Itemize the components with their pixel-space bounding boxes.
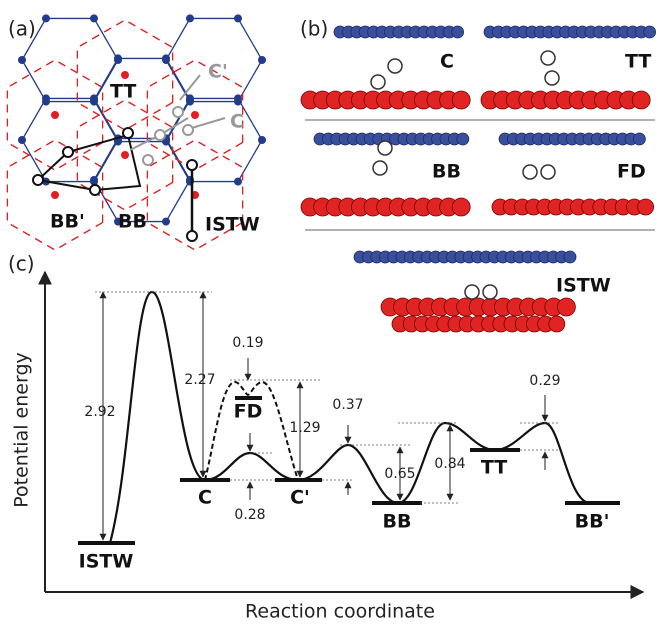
atom — [162, 217, 170, 226]
atom — [90, 14, 98, 23]
config-label: BB — [432, 161, 461, 183]
atom — [186, 14, 194, 23]
atom-rows — [300, 25, 656, 333]
energy-label: 0.19 — [232, 335, 263, 351]
state-bars — [78, 396, 620, 545]
energy-curve — [108, 290, 591, 544]
site-label: TT — [110, 81, 136, 103]
atom — [90, 176, 98, 184]
atom — [42, 97, 50, 106]
state-label: TT — [481, 457, 507, 479]
state-label: C — [198, 487, 212, 509]
energy-label: 0.84 — [434, 456, 465, 472]
atom — [451, 197, 471, 217]
atom — [121, 151, 129, 159]
state-label: ISTW — [79, 551, 134, 573]
arrows — [99, 291, 549, 541]
atom — [90, 97, 98, 106]
config-label: ISTW — [556, 275, 611, 297]
energy-label: 2.92 — [84, 404, 115, 420]
atom — [563, 250, 577, 264]
panel-label: (a) — [8, 17, 36, 41]
site-label: BB — [118, 211, 147, 233]
atom — [191, 111, 199, 119]
atom — [451, 90, 471, 110]
atom — [51, 191, 59, 199]
atom — [451, 25, 465, 39]
atom — [234, 14, 242, 23]
atom — [121, 71, 129, 79]
atom — [456, 132, 470, 146]
atom — [186, 97, 194, 106]
hexagon — [21, 17, 119, 103]
paths — [32, 74, 226, 242]
energy-label: 0.37 — [332, 397, 363, 413]
energy-label: 0.28 — [234, 507, 265, 523]
state-label: FD — [234, 401, 263, 423]
energy-label: 2.27 — [184, 372, 215, 388]
atom — [114, 56, 122, 64]
atom — [162, 56, 170, 64]
panel-label: (c) — [8, 252, 35, 276]
atom — [258, 56, 266, 64]
atom — [18, 136, 26, 144]
energy-label: 0.65 — [384, 466, 415, 482]
atom — [637, 198, 654, 216]
atom — [643, 25, 656, 39]
axis-label: Reaction coordinate — [245, 601, 435, 623]
hexagon — [21, 97, 119, 183]
guides — [95, 291, 560, 504]
atom — [548, 315, 566, 333]
energy-curve-dashed — [204, 380, 299, 481]
config-label: C — [440, 51, 454, 73]
energy-label: 1.29 — [289, 420, 320, 436]
atom — [557, 297, 576, 317]
config-label: FD — [617, 161, 646, 183]
config-label: TT — [625, 51, 651, 73]
atom — [114, 217, 122, 226]
atom — [633, 132, 646, 146]
site-label: ISTW — [205, 214, 260, 236]
atom — [42, 14, 50, 23]
energy-label: 0.29 — [529, 373, 560, 389]
state-label: BB' — [575, 511, 610, 533]
atom — [18, 56, 26, 64]
molecules — [370, 50, 560, 300]
atom — [234, 97, 242, 106]
atom — [258, 136, 266, 144]
state-label: C' — [290, 487, 310, 509]
site-label: BB' — [50, 211, 85, 233]
site-label: C — [230, 111, 244, 133]
atom — [51, 111, 59, 119]
panel-label: (b) — [300, 17, 328, 41]
site-label: C' — [208, 61, 228, 83]
atom — [631, 90, 651, 110]
atom — [234, 177, 242, 186]
axis-label: Potential energy — [11, 352, 33, 507]
state-label: BB — [383, 511, 412, 533]
